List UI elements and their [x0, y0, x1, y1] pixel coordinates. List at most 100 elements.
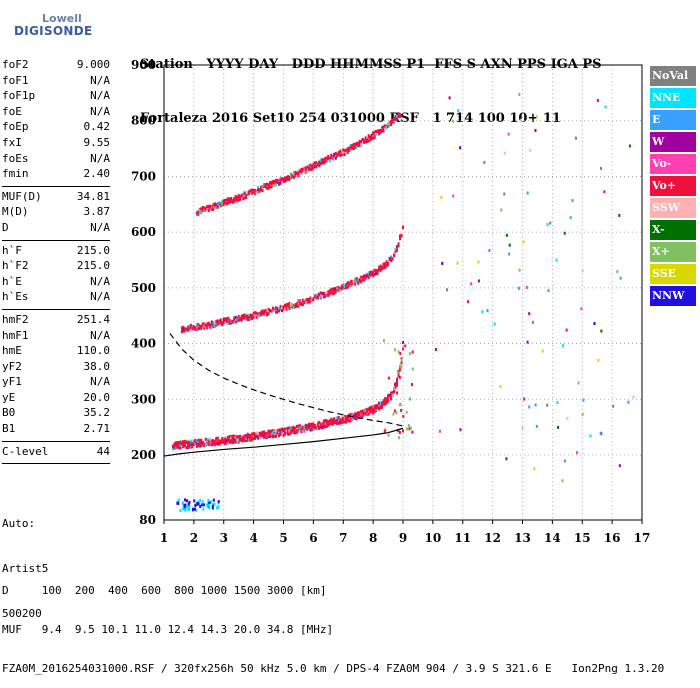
echo-dot [310, 165, 313, 169]
echo-dot [209, 323, 212, 327]
param-value: 35.2 [83, 406, 111, 420]
param-row: hmF1 N/A [2, 329, 110, 345]
y-tick-label: 900 [131, 58, 156, 72]
echo-dot [397, 242, 400, 246]
noise-dot [576, 451, 579, 455]
echo-dot [288, 305, 291, 309]
echo-dot [297, 429, 300, 433]
echo-dot [225, 437, 228, 441]
echo-dot [258, 313, 261, 317]
echo-dot [328, 157, 331, 161]
echo-dot [367, 271, 370, 275]
echo-dot [254, 314, 257, 318]
noise-dot [563, 231, 566, 235]
echo-dot [246, 436, 249, 440]
echo-dot [254, 192, 257, 196]
footer-distance-row: D 100 200 400 600 800 1000 1500 3000 [km… [2, 584, 327, 597]
x-tick-label: 5 [279, 531, 287, 545]
noise-dot [521, 426, 524, 430]
noise-dot [599, 431, 602, 435]
echo-dot [343, 149, 346, 153]
echo-dot [249, 434, 252, 438]
echo-dot [252, 436, 255, 440]
echo-dot [373, 272, 376, 276]
echo-dot [234, 197, 237, 201]
param-value: 215.0 [76, 259, 110, 273]
echo-dot [206, 204, 209, 208]
echo-dot [243, 316, 246, 320]
echo-dot [399, 236, 402, 240]
echo-dot [373, 268, 376, 272]
echo-dot [402, 347, 404, 351]
echo-dot [342, 420, 345, 424]
echo-dot [174, 444, 177, 448]
echo-dot [278, 307, 281, 311]
noise-dot [486, 309, 489, 313]
echo-dot [276, 431, 279, 435]
echo-dot [400, 234, 403, 238]
echo-dot [351, 279, 354, 283]
echo-dot [207, 498, 210, 502]
echo-dot [269, 429, 272, 433]
echo-dot [225, 435, 228, 439]
echo-dot [219, 322, 222, 326]
echo-dot [396, 377, 399, 381]
echo-dot [391, 120, 394, 124]
echo-dot [352, 283, 355, 287]
echo-dot [346, 147, 349, 151]
echo-dot [387, 263, 390, 267]
echo-dot [295, 302, 298, 306]
echo-dot [197, 500, 200, 504]
echo-dot [217, 500, 220, 504]
echo-dot [360, 415, 363, 419]
echo-dot [194, 326, 197, 330]
echo-dot [261, 309, 264, 313]
echo-dot [370, 407, 373, 411]
echo-dot [182, 445, 185, 449]
echo-dot [279, 432, 282, 436]
echo-dot [216, 436, 219, 440]
echo-dot [385, 263, 388, 267]
echo-dot [209, 437, 212, 441]
noise-dot [571, 199, 574, 203]
echo-dot [312, 166, 315, 170]
echo-dot [327, 290, 330, 294]
echo-dot [252, 190, 255, 194]
echo-dot [372, 270, 375, 274]
echo-dot [260, 188, 263, 192]
echo-dot [233, 440, 236, 444]
param-row: D N/A [2, 221, 110, 237]
echo-dot [345, 148, 348, 152]
echo-dot [258, 433, 261, 437]
x-tick-label: 11 [454, 531, 471, 545]
echo-dot [384, 127, 387, 131]
echo-dot [215, 321, 218, 325]
echo-dot [233, 198, 236, 202]
echo-dot [385, 398, 388, 402]
echo-dot [187, 502, 190, 506]
echo-dot [304, 166, 307, 170]
echo-dot [210, 500, 213, 504]
echo-dot [394, 247, 397, 251]
echo-dot [228, 319, 231, 323]
echo-dot [199, 498, 202, 502]
echo-dot [282, 177, 285, 181]
echo-dot [173, 443, 176, 447]
echo-dot [216, 506, 219, 510]
echo-dot [304, 424, 307, 428]
param-value: 44 [96, 444, 110, 458]
echo-dot [182, 501, 185, 505]
echo-dot [222, 203, 225, 207]
noise-dot [531, 320, 534, 324]
echo-dot [200, 207, 203, 211]
echo-dot [219, 439, 222, 443]
echo-dot [360, 412, 363, 416]
noise-dot [456, 261, 459, 265]
legend-item: X- [650, 220, 696, 240]
echo-dot [191, 441, 194, 445]
polarization-legend: NoVal NNE E W Vo- Vo+ SSW X- X+ SSE NNW [650, 66, 696, 308]
echo-dot [295, 171, 298, 175]
param-row: M(D) 3.87 [2, 205, 110, 221]
param-row: MUF(D) 34.81 [2, 190, 110, 206]
echo-dot [327, 154, 330, 158]
